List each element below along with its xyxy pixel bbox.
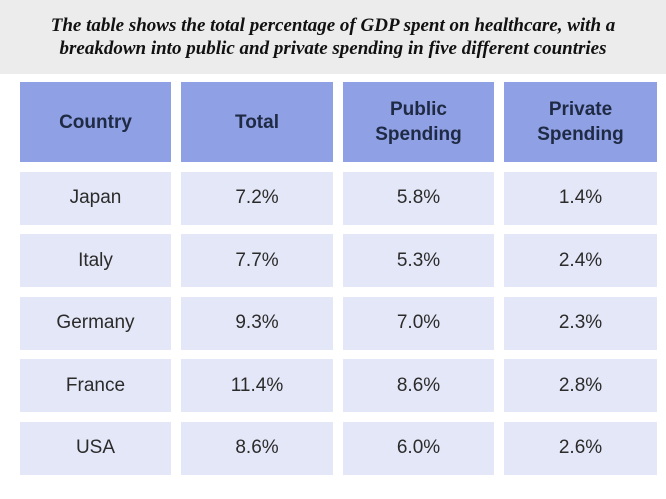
header-cell-text: Public Spending	[375, 99, 462, 145]
table-cell: 2.3%	[504, 296, 657, 350]
table-cell-text: 9.3%	[235, 312, 279, 333]
header-cell-text: Total	[235, 111, 279, 133]
table-cell-text: Italy	[78, 249, 113, 271]
table-cell-text: Germany	[56, 312, 135, 333]
header-cell: Public Spending	[343, 82, 494, 162]
table-cell-text: 5.8%	[396, 187, 441, 208]
table-cell-text: 7.0%	[396, 312, 441, 333]
table-cell: 7.2%	[181, 171, 333, 225]
table-cell-text: 2.8%	[558, 374, 603, 396]
table-cell-text: 8.6%	[235, 437, 279, 458]
table-cell: 8.6%	[343, 359, 494, 412]
header-cell-text: Private Spending	[537, 99, 624, 145]
header-cell: Country	[20, 82, 171, 162]
table-cell-text: 7.7%	[235, 249, 279, 271]
table-cell: 7.0%	[343, 296, 494, 350]
table-cell-text: 2.3%	[558, 312, 603, 333]
table-cell-text: 1.4%	[558, 187, 603, 208]
header-cell-text: Country	[59, 111, 132, 133]
table-cell: 9.3%	[181, 296, 333, 350]
table-cell-text: 8.6%	[396, 374, 441, 396]
table-cell: 11.4%	[181, 359, 333, 412]
table-cell: France	[20, 359, 171, 412]
header-cell: Private Spending	[504, 82, 657, 162]
table-cell: Germany	[20, 296, 171, 350]
table: Country Total Public Spending Private Spend…	[20, 82, 657, 475]
table-cell: 2.6%	[504, 421, 657, 475]
table-cell: Italy	[20, 234, 171, 287]
table-cell-text: 2.6%	[558, 437, 603, 458]
table-cell: Japan	[20, 171, 171, 225]
header-cell: Total	[181, 82, 333, 162]
table-cell: 5.8%	[343, 171, 494, 225]
table-cell: 7.7%	[181, 234, 333, 287]
table-cell-text: 7.2%	[235, 187, 279, 208]
table-cell-text: 5.3%	[396, 249, 441, 271]
table-cell: USA	[20, 421, 171, 475]
table-cell: 6.0%	[343, 421, 494, 475]
table-cell: 5.3%	[343, 234, 494, 287]
table-cell: 2.8%	[504, 359, 657, 412]
table-cell-text: 11.4%	[230, 374, 284, 396]
table-cell-text: France	[65, 374, 126, 396]
title: The table shows the total percentage of …	[50, 15, 616, 59]
table-cell: 8.6%	[181, 421, 333, 475]
table-cell-text: 6.0%	[396, 437, 441, 458]
table-cell: 1.4%	[504, 171, 657, 225]
table-cell: 2.4%	[504, 234, 657, 287]
title-band: The table shows the total percentage of …	[0, 0, 666, 74]
table-cell-text: 2.4%	[558, 249, 603, 271]
table-cell-text: USA	[75, 437, 116, 458]
table-cell-text: Japan	[69, 187, 122, 208]
